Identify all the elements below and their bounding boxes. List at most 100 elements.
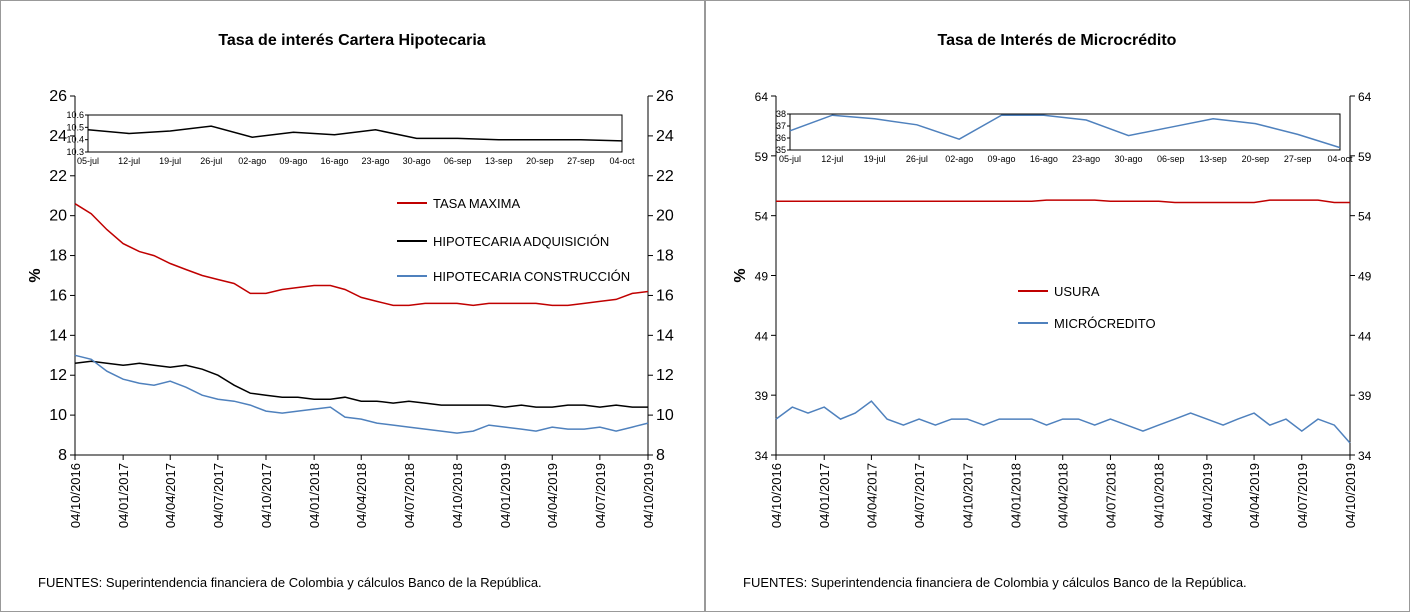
inset-x-tick-label: 30-ago [1114,154,1142,164]
x-tick-label: 04/01/2017 [116,463,131,528]
y-tick-label: 44 [755,329,769,343]
x-tick-label: 04/01/2019 [1200,463,1215,528]
x-tick-label: 04/07/2019 [593,463,608,528]
y-tick-label: 12 [49,367,67,384]
y2-tick-label: 54 [1358,210,1372,224]
inset-y-tick-label: 38 [776,109,786,119]
y2-tick-label: 10 [656,407,674,424]
y2-tick-label: 34 [1358,449,1372,463]
y2-tick-label: 14 [656,327,674,344]
y2-tick-label: 22 [656,168,674,185]
y-tick-label: 22 [49,168,67,185]
inset-y-tick-label: 10.3 [66,147,84,157]
legend-label: TASA MAXIMA [433,196,520,211]
inset-x-tick-label: 12-jul [118,156,140,166]
inset-x-tick-label: 09-ago [988,154,1016,164]
legend-label: MICRÓCREDITO [1054,316,1156,331]
x-tick-label: 04/10/2016 [769,463,784,528]
x-tick-label: 04/01/2018 [1009,463,1024,528]
x-tick-label: 04/10/2017 [259,463,274,528]
x-tick-label: 04/04/2019 [545,463,560,528]
x-tick-label: 04/01/2018 [307,463,322,528]
x-tick-label: 04/04/2017 [864,463,879,528]
x-tick-label: 04/07/2017 [912,463,927,528]
x-tick-label: 04/07/2018 [1103,463,1118,528]
inset-x-tick-label: 26-jul [906,154,928,164]
inset-x-tick-label: 26-jul [200,156,222,166]
y-tick-label: 26 [49,88,67,105]
y2-tick-label: 24 [656,128,674,145]
y-tick-label: 59 [755,150,769,164]
inset-y-tick-label: 10.5 [66,122,84,132]
x-tick-label: 04/10/2019 [1343,463,1358,528]
inset-line [789,114,1341,149]
x-tick-label: 04/04/2017 [163,463,178,528]
inset-x-tick-label: 20-sep [1242,154,1270,164]
y2-tick-label: 20 [656,208,674,225]
series-line [74,360,648,408]
legend-label: USURA [1054,284,1100,299]
inset-y-tick-label: 37 [776,121,786,131]
inset-x-tick-label: 20-sep [526,156,554,166]
y-tick-label: 10 [49,407,67,424]
inset-x-tick-label: 27-sep [567,156,595,166]
inset-x-tick-label: 13-sep [1199,154,1227,164]
y2-tick-label: 39 [1358,389,1372,403]
y-tick-label: 24 [49,128,67,145]
inset-x-tick-label: 05-jul [779,154,801,164]
x-tick-label: 04/04/2018 [1056,463,1071,528]
inset-x-tick-label: 06-sep [1157,154,1185,164]
inset-x-tick-label: 23-ago [1072,154,1100,164]
inset-x-tick-label: 12-jul [821,154,843,164]
y-tick-label: 39 [755,389,769,403]
inset-x-tick-label: 04-oct [1327,154,1353,164]
x-tick-label: 04/10/2018 [1152,463,1167,528]
inset-frame [789,113,1341,151]
y2-tick-label: 16 [656,287,674,304]
y-tick-label: 49 [755,270,769,284]
y-tick-label: 20 [49,208,67,225]
y-tick-label: 8 [58,447,67,464]
inset-line [87,125,623,142]
inset-x-tick-label: 16-ago [320,156,348,166]
inset-x-tick-label: 30-ago [403,156,431,166]
x-tick-label: 04/01/2019 [498,463,513,528]
x-tick-label: 04/10/2017 [960,463,975,528]
x-tick-label: 04/10/2019 [641,463,656,528]
chart-title: Tasa de interés Cartera Hipotecaria [218,32,485,49]
x-tick-label: 04/07/2019 [1295,463,1310,528]
y-axis-label: % [732,268,749,282]
y2-tick-label: 49 [1358,270,1372,284]
y-tick-label: 64 [755,90,769,104]
inset-x-tick-label: 13-sep [485,156,513,166]
x-tick-label: 04/04/2018 [354,463,369,528]
inset-x-tick-label: 02-ago [238,156,266,166]
inset-y-tick-label: 10.6 [66,110,84,120]
x-tick-label: 04/01/2017 [817,463,832,528]
y2-tick-label: 26 [656,88,674,105]
inset-x-tick-label: 04-oct [609,156,635,166]
chart-title: Tasa de Interés de Microcrédito [938,32,1177,49]
inset-frame [87,114,623,153]
y-tick-label: 14 [49,327,67,344]
y2-tick-label: 8 [656,447,665,464]
x-tick-label: 04/07/2018 [402,463,417,528]
series-line [74,203,649,307]
inset-x-tick-label: 06-sep [444,156,472,166]
inset-x-tick-label: 19-jul [159,156,181,166]
series-line [74,354,649,434]
inset-x-tick-label: 16-ago [1030,154,1058,164]
y-tick-label: 34 [755,449,769,463]
inset-x-tick-label: 19-jul [864,154,886,164]
y2-tick-label: 59 [1358,150,1372,164]
y2-tick-label: 12 [656,367,674,384]
inset-y-tick-label: 36 [776,133,786,143]
inset-y-tick-label: 10.4 [66,135,84,145]
inset-x-tick-label: 09-ago [279,156,307,166]
x-tick-label: 04/07/2017 [211,463,226,528]
y2-tick-label: 18 [656,248,674,265]
series-line [776,199,1350,204]
x-tick-label: 04/10/2018 [450,463,465,528]
series-line [775,400,1351,444]
